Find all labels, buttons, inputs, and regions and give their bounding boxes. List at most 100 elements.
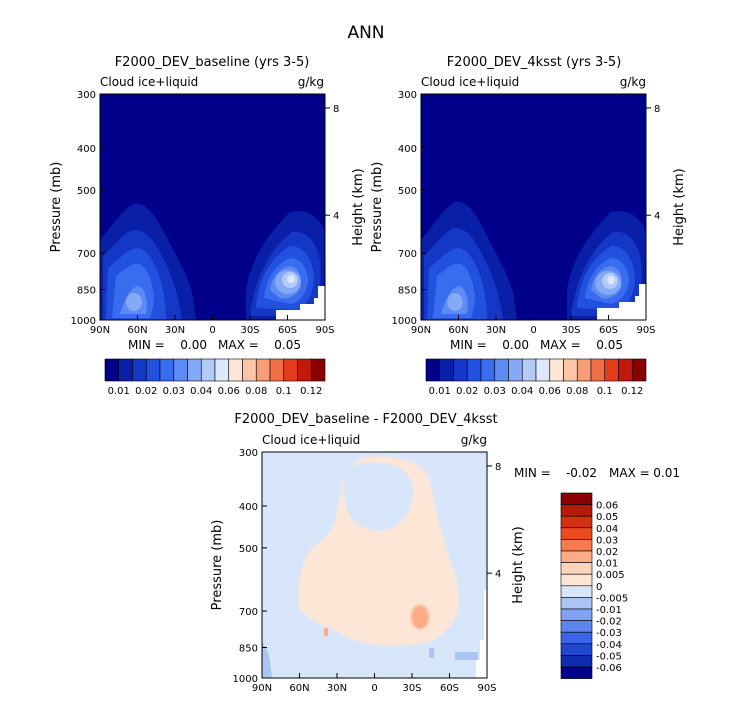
colorbar-label: -0.05: [596, 651, 622, 662]
max-value: 0.01: [653, 466, 680, 480]
x-tick-label: 90N: [252, 683, 272, 694]
colorbar-box: [560, 655, 593, 668]
colorbar-box: [560, 527, 593, 540]
y-right-tick-label: 8: [333, 104, 339, 115]
x-tick-label: 0: [530, 325, 536, 336]
colorbar-box: [132, 358, 147, 382]
y-tick-label: 1000: [71, 316, 96, 327]
colorbar-box: [228, 358, 243, 382]
x-tick-label: 90N: [411, 325, 431, 336]
x-tick-label: 60S: [278, 325, 297, 336]
colorbar-label: -0.01: [596, 605, 622, 616]
panel-difference: F2000_DEV_baseline - F2000_DEV_4ksst Clo…: [210, 412, 680, 694]
colorbar-box: [560, 597, 593, 610]
y-tick-label: 400: [398, 144, 417, 155]
colorbar-label: 0: [596, 582, 602, 593]
y-axis-ticks: 300 400 500 700 850 1000: [71, 90, 105, 327]
x-tick-label: 90S: [315, 325, 334, 336]
colorbar-label: 0.01: [108, 386, 130, 397]
colorbar-label: 0.12: [621, 386, 643, 397]
colorbar-box: [521, 358, 537, 382]
colorbar-label: 0.01: [429, 386, 451, 397]
colorbar-box: [145, 358, 161, 382]
plot-area: [420, 93, 647, 321]
colorbar-box: [159, 358, 175, 382]
x-tick-label: 60N: [289, 683, 309, 694]
colorbar-box: [425, 358, 441, 382]
y-right-tick-label: 4: [333, 211, 339, 222]
max-label: MAX =: [540, 338, 581, 352]
min-value: -0.02: [566, 466, 597, 480]
colorbar-box: [560, 562, 593, 575]
colorbar-box: [560, 666, 593, 679]
y-axis-label: Pressure (mb): [370, 162, 385, 253]
colorbar-label: -0.04: [596, 640, 622, 651]
colorbar-box: [590, 358, 606, 382]
y-tick-label: 700: [239, 607, 258, 618]
colorbar-box: [560, 585, 593, 598]
units-label: g/kg: [298, 75, 324, 89]
colorbar-box: [439, 358, 454, 382]
colorbar-label: 0.1: [597, 386, 613, 397]
y-tick-label: 300: [239, 448, 258, 459]
colorbar-box: [200, 358, 216, 382]
units-label: g/kg: [461, 433, 487, 447]
colorbar-box: [310, 358, 326, 382]
x-axis-ticks: 90N 60N 30N 0 30S 60S 90S: [411, 315, 656, 336]
y-tick-label: 850: [77, 285, 96, 296]
max-value: 0.05: [596, 338, 623, 352]
x-tick-label: 90S: [477, 683, 496, 694]
y-tick-label: 850: [398, 285, 417, 296]
colorbar-box: [560, 608, 593, 621]
colorbar-label: 0.03: [596, 535, 618, 546]
min-label: MIN =: [514, 466, 551, 480]
colorbar-label: 0.04: [511, 386, 533, 397]
colorbar-label: -0.02: [596, 617, 622, 628]
colorbar-box: [480, 358, 496, 382]
colorbar-box: [283, 358, 298, 382]
min-value: 0.00: [180, 338, 207, 352]
colorbar-label: 0.005: [596, 570, 625, 581]
panel-title: F2000_DEV_4ksst (yrs 3-5): [447, 55, 622, 70]
colorbar-box: [560, 631, 593, 645]
colorbar-box: [576, 358, 592, 382]
panel-title: F2000_DEV_baseline - F2000_DEV_4ksst: [234, 412, 497, 427]
colorbar-box: [631, 358, 647, 382]
colorbar-box: [560, 620, 593, 633]
colorbar-box: [549, 358, 564, 382]
units-label: g/kg: [620, 75, 646, 89]
colorbar-box: [118, 358, 133, 382]
y-tick-label: 300: [77, 90, 96, 101]
max-label: MAX =: [218, 338, 259, 352]
x-tick-label: 30N: [165, 325, 185, 336]
colorbar-box: [508, 358, 523, 382]
y-tick-label: 1000: [392, 316, 417, 327]
y-axis-label: Pressure (mb): [210, 520, 225, 611]
y-axis-ticks: 300 400 500 700 850 1000: [233, 448, 267, 685]
panel-title: F2000_DEV_baseline (yrs 3-5): [115, 55, 310, 70]
y-right-tick-label: 4: [495, 569, 501, 580]
colorbar-box: [214, 358, 230, 382]
colorbar-box: [560, 550, 593, 563]
field-label: Cloud ice+liquid: [421, 75, 519, 89]
x-tick-label: 30S: [240, 325, 259, 336]
colorbar-label: 0.05: [596, 512, 618, 523]
colorbar-label: 0.08: [245, 386, 267, 397]
y-tick-label: 700: [398, 249, 417, 260]
colorbar-label: 0.02: [456, 386, 478, 397]
min-value: 0.00: [502, 338, 529, 352]
y-right-tick-label: 8: [654, 104, 660, 115]
colorbar-label: 0.06: [596, 501, 618, 512]
y-tick-label: 1000: [233, 674, 258, 685]
page-title: ANN: [347, 23, 384, 43]
colorbar-label: 0.03: [163, 386, 185, 397]
y-tick-label: 500: [77, 186, 96, 197]
x-tick-label: 90N: [90, 325, 110, 336]
colorbar-label: 0.08: [566, 386, 588, 397]
y-axis-label: Pressure (mb): [49, 162, 64, 253]
colorbar-box: [618, 358, 633, 382]
y-axis-right-label: Height (km): [511, 526, 526, 603]
panel-4ksst: F2000_DEV_4ksst (yrs 3-5) Cloud ice+liqu…: [370, 55, 687, 397]
x-axis-ticks: 90N 60N 30N 0 30S 60S 90S: [90, 315, 335, 336]
